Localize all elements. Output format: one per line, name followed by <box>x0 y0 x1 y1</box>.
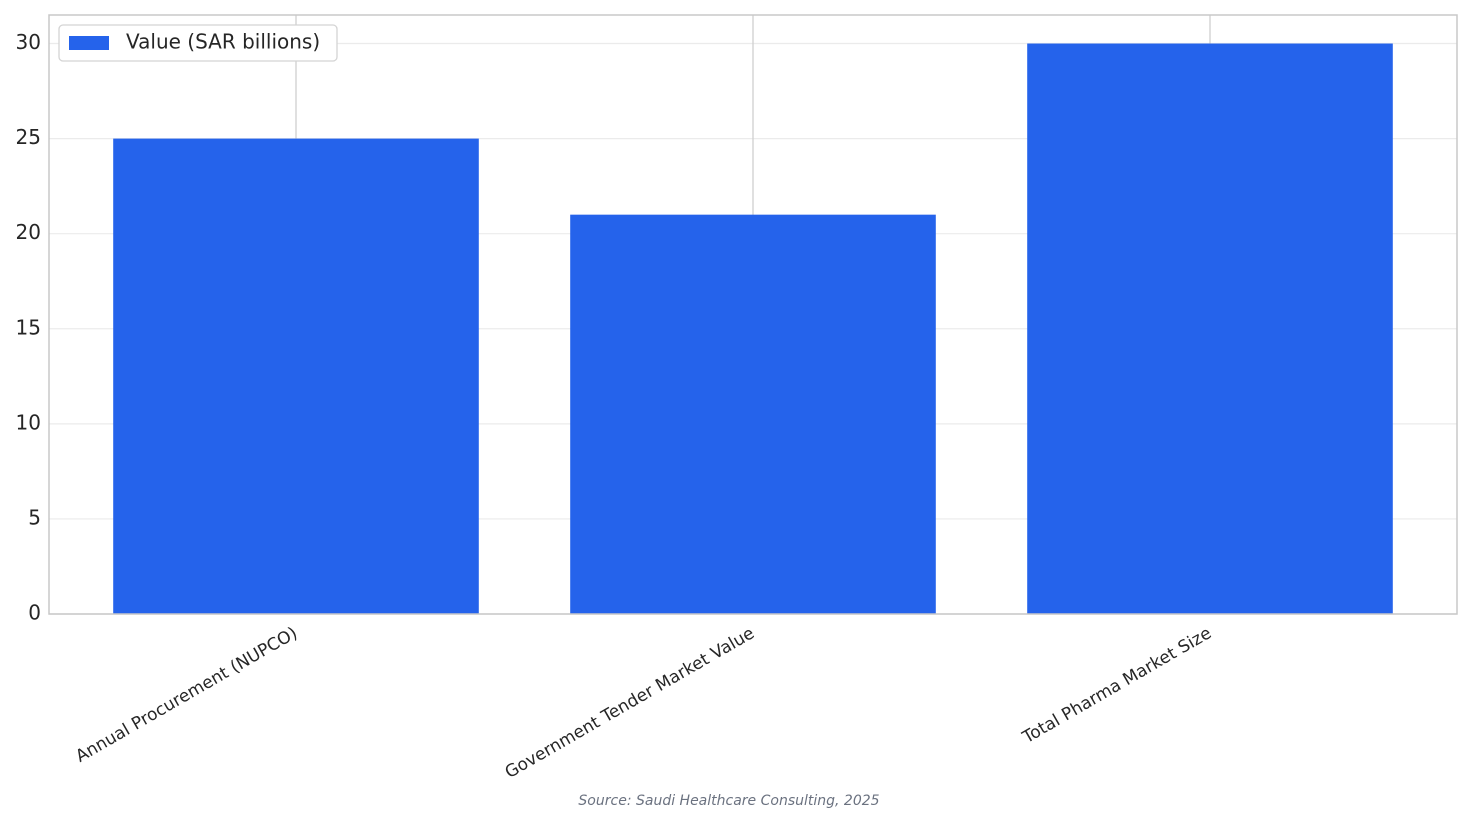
bar <box>113 138 479 614</box>
source-note: Source: Saudi Healthcare Consulting, 202… <box>578 793 879 809</box>
legend-swatch <box>69 36 109 50</box>
plot-frame <box>48 14 1458 615</box>
legend-label: Value (SAR billions) <box>126 30 320 54</box>
y-tick-label: 20 <box>16 220 41 244</box>
bar <box>570 214 936 614</box>
y-tick-label: 15 <box>16 315 41 339</box>
bar <box>1027 43 1393 615</box>
y-tick-label: 10 <box>16 410 41 434</box>
y-tick-label: 0 <box>28 601 41 625</box>
y-tick-label: 25 <box>16 125 41 149</box>
legend: Value (SAR billions) <box>58 24 338 62</box>
legend-box <box>58 24 338 62</box>
y-tick-label: 30 <box>16 30 41 54</box>
y-tick-label: 5 <box>28 505 41 529</box>
